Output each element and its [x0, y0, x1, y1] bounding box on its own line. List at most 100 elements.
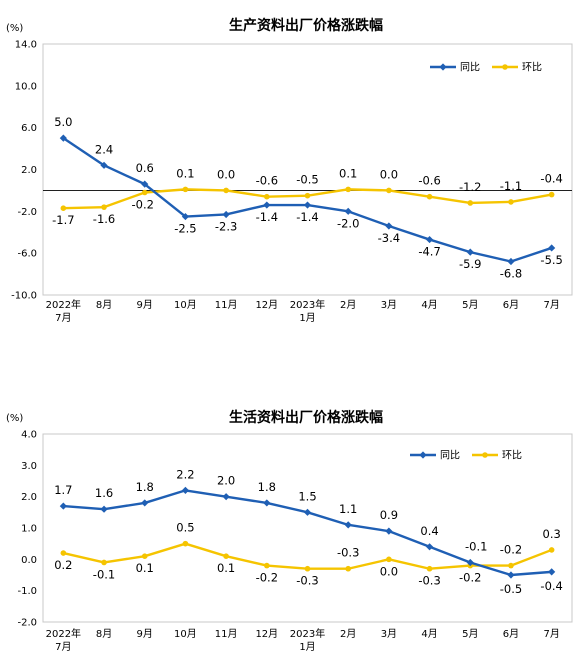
data-point-yoy [59, 502, 67, 510]
data-label: -0.4 [540, 579, 562, 593]
legend-label: 同比 [460, 62, 480, 74]
data-label: -0.2 [132, 198, 154, 212]
data-label: -1.1 [500, 179, 522, 193]
data-label: -1.4 [256, 210, 278, 224]
data-point-yoy [548, 244, 556, 252]
x-tick-label: 2023年 [290, 298, 325, 311]
x-tick-label: 11月 [215, 628, 238, 640]
data-point-mom [548, 547, 555, 553]
data-point-mom [304, 192, 311, 199]
y-tick-label: 1.0 [21, 524, 37, 535]
data-point-mom [426, 565, 433, 572]
data-point-yoy [303, 508, 312, 516]
y-tick-label: 14.0 [15, 40, 37, 51]
x-tick-label: 7月 [55, 641, 71, 653]
y-tick-label: -2.0 [17, 618, 37, 629]
data-label: 1.7 [54, 483, 72, 497]
data-label: 1.5 [298, 489, 316, 503]
x-tick-label: 9月 [137, 628, 153, 640]
data-label: 0.1 [136, 561, 154, 575]
data-point-mom [141, 553, 148, 559]
data-point-mom [223, 187, 229, 194]
data-point-mom [141, 189, 148, 196]
data-label: 0.3 [543, 527, 561, 541]
data-point-mom [386, 187, 392, 194]
x-tick-label: 3月 [381, 299, 397, 311]
data-point-yoy [385, 222, 393, 230]
data-label: -0.3 [337, 546, 359, 560]
x-tick-label: 10月 [174, 299, 197, 311]
x-tick-label: 6月 [503, 628, 519, 640]
data-label: -0.2 [500, 543, 522, 557]
data-point-yoy [385, 527, 393, 535]
data-point-yoy [263, 499, 271, 507]
data-label: -4.7 [418, 245, 440, 259]
y-tick-label: -1.0 [17, 586, 37, 597]
y-tick-label: 6.0 [21, 123, 37, 134]
data-label: 0.0 [380, 167, 398, 181]
data-label: 0.1 [339, 166, 357, 180]
data-point-mom [182, 540, 189, 547]
data-label: -0.2 [459, 571, 481, 585]
data-label: -0.5 [296, 173, 318, 187]
data-point-yoy [100, 505, 108, 513]
y-tick-label: -6.0 [17, 249, 37, 260]
legend-marker [419, 451, 427, 459]
x-tick-label: 1月 [299, 312, 315, 324]
data-label: 1.8 [136, 480, 154, 494]
data-label: -0.5 [500, 582, 522, 596]
data-point-mom [467, 200, 474, 206]
x-tick-label: 8月 [96, 299, 112, 311]
unit-label: (%) [6, 413, 23, 424]
data-label: -0.4 [540, 172, 562, 186]
data-point-mom [304, 565, 311, 572]
data-label: -2.5 [174, 222, 196, 236]
x-tick-label: 6月 [503, 299, 519, 311]
x-tick-label: 7月 [543, 299, 559, 311]
data-label: -2.3 [215, 219, 237, 233]
unit-label: (%) [6, 23, 23, 34]
data-label: -0.3 [296, 574, 318, 588]
data-point-mom [548, 191, 555, 198]
chart-title: 生产资料出厂价格涨跌幅 [229, 17, 383, 34]
x-tick-label: 12月 [255, 628, 278, 640]
data-label: 2.4 [95, 142, 113, 156]
data-label: -1.4 [296, 210, 318, 224]
x-tick-label: 5月 [462, 299, 478, 311]
data-point-mom [101, 559, 107, 566]
legend-marker [439, 63, 447, 71]
data-point-yoy [59, 134, 67, 142]
data-point-yoy [181, 486, 190, 494]
data-label: -3.4 [378, 231, 400, 245]
plot-frame [42, 43, 573, 296]
legend-label: 环比 [522, 62, 542, 74]
data-point-mom [60, 205, 67, 211]
data-point-yoy [344, 521, 352, 529]
x-tick-label: 3月 [381, 628, 397, 640]
plot-frame [42, 433, 573, 623]
data-point-mom [426, 193, 433, 200]
x-tick-label: 12月 [255, 299, 278, 311]
data-point-mom [264, 562, 270, 569]
y-tick-label: -2.0 [17, 207, 37, 218]
x-tick-label: 4月 [421, 628, 437, 640]
data-label: 1.8 [258, 480, 276, 494]
data-point-mom [264, 193, 270, 200]
legend-label: 环比 [502, 450, 522, 462]
legend-marker [482, 452, 488, 458]
data-label: -0.2 [256, 571, 278, 585]
data-point-yoy [141, 499, 149, 507]
data-label: -0.6 [256, 174, 278, 188]
x-tick-label: 10月 [174, 628, 197, 640]
data-label: 2.0 [217, 474, 235, 488]
data-point-yoy [263, 201, 271, 209]
data-point-mom [223, 553, 229, 559]
data-label: -1.2 [459, 180, 481, 194]
data-point-yoy [303, 201, 312, 209]
x-tick-label: 9月 [137, 299, 153, 311]
data-label: 0.2 [54, 558, 72, 572]
x-tick-label: 2022年 [46, 298, 81, 311]
data-label: -1.6 [93, 212, 115, 226]
y-tick-label: 0.0 [21, 555, 37, 566]
